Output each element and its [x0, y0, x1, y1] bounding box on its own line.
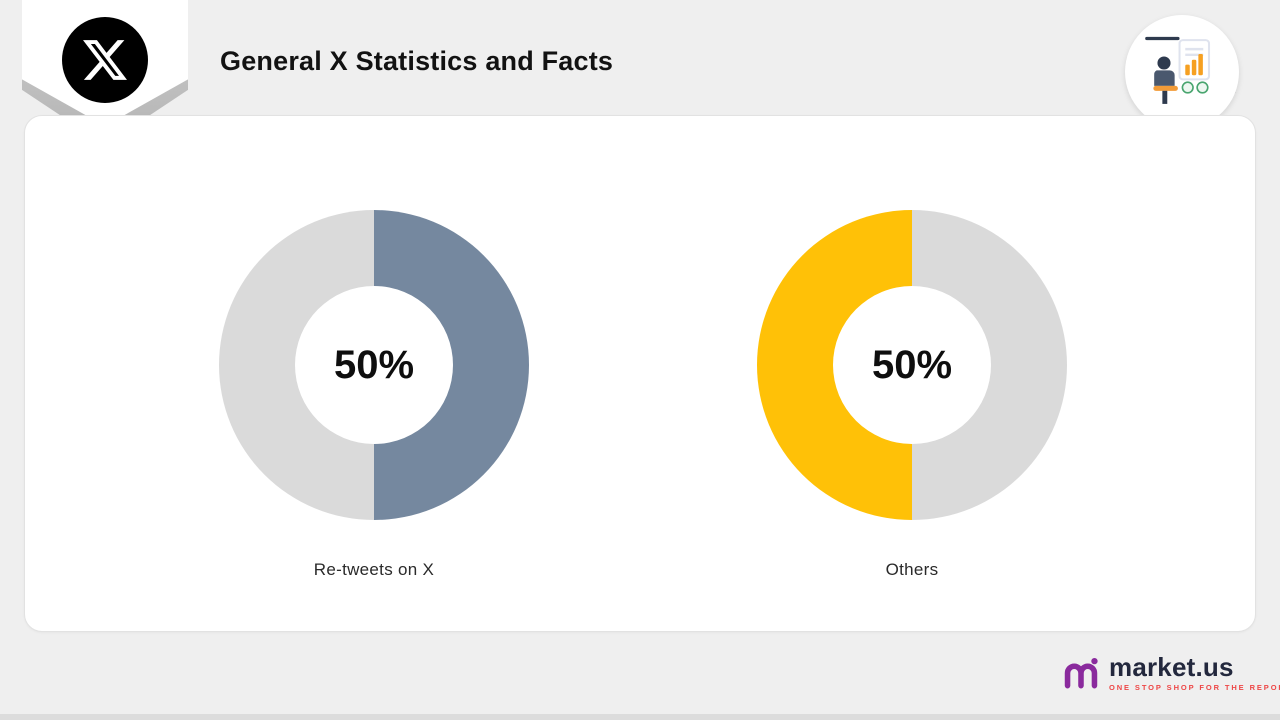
x-logo-badge	[22, 0, 188, 126]
donut-center-value: 50%	[333, 342, 415, 387]
brand-logo: market.us ONE STOP SHOP FOR THE REPORTS	[1062, 654, 1280, 692]
brand-tagline: ONE STOP SHOP FOR THE REPORTS	[1109, 683, 1280, 692]
brand-name: market.us	[1109, 652, 1234, 682]
donut-ring-retweets: 50%	[219, 210, 529, 520]
page-title: General X Statistics and Facts	[220, 46, 614, 76]
donut-chart-others: 50% Others	[757, 210, 1067, 580]
chart-card: 50% Re-tweets on X 50% Others	[24, 115, 1256, 632]
donut-ring-others: 50%	[757, 210, 1067, 520]
donut-center-value: 50%	[871, 342, 953, 387]
marketus-logo-icon	[1064, 657, 1098, 689]
donut-hole: 50%	[833, 286, 991, 444]
x-logo-icon	[62, 17, 148, 103]
brand-text: market.us ONE STOP SHOP FOR THE REPORTS	[1109, 654, 1280, 692]
donut-hole: 50%	[295, 286, 453, 444]
analytics-illustration-icon	[1145, 36, 1211, 104]
analytics-badge	[1125, 15, 1239, 129]
donut-caption-retweets: Re-tweets on X	[313, 560, 435, 579]
donut-caption-others: Others	[885, 560, 939, 579]
bottom-bar	[0, 714, 1280, 720]
donut-chart-retweets: 50% Re-tweets on X	[219, 210, 529, 580]
